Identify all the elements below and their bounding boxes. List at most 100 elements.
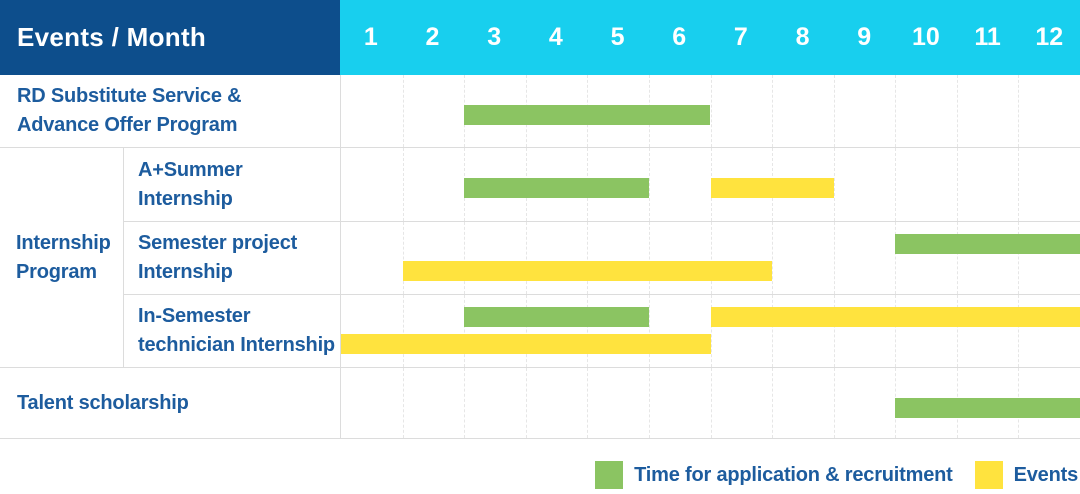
table-row: Semester project Internship (124, 222, 1080, 295)
gantt-track (340, 368, 1080, 438)
month-gridline (710, 368, 712, 438)
month-gridline (464, 295, 466, 367)
gantt-track (340, 295, 1080, 367)
gantt-track (340, 75, 1080, 147)
row-label-line: Talent scholarship (17, 391, 189, 414)
table-row: In-Semester technician Internship (124, 295, 1080, 367)
month-gridline (648, 368, 650, 438)
legend-green-label: Time for application & recruitment (634, 463, 953, 486)
month-gridline (833, 75, 835, 147)
month-gridline (833, 295, 835, 367)
gantt-bar-events (402, 261, 773, 281)
month-gridline (833, 368, 835, 438)
month-gridline (525, 222, 527, 294)
month-header-cell: 9 (857, 23, 872, 51)
month-header-cell: 7 (733, 23, 748, 51)
month-header-cell: 2 (425, 23, 440, 51)
month-gridline (648, 148, 650, 221)
row-group-internship-program: Internship Program A+Summer Internship S… (0, 148, 1080, 368)
row-label-a-plus-summer: A+Summer Internship (124, 148, 340, 221)
group-sub-rows: A+Summer Internship Semester project Int… (124, 148, 1080, 367)
month-gridline (772, 222, 774, 294)
gantt-bar-application (464, 307, 649, 327)
month-gridline (1018, 295, 1020, 367)
row-label-line: Internship (138, 187, 233, 210)
table-row: RD Substitute Service & Advance Offer Pr… (0, 75, 1080, 148)
group-label-internship-program: Internship Program (0, 148, 124, 367)
row-label-line: technician Internship (138, 334, 335, 356)
month-gridline (464, 368, 466, 438)
month-gridline (772, 368, 774, 438)
month-gridline (710, 75, 712, 147)
gantt-track (340, 222, 1080, 294)
month-header-cell: 6 (672, 23, 687, 51)
group-label-line: Program (16, 260, 97, 283)
month-gridline (464, 222, 466, 294)
month-gridline (956, 295, 958, 367)
month-gridline (956, 75, 958, 147)
gantt-bar-events (710, 307, 1080, 327)
month-gridline (710, 222, 712, 294)
month-gridline (525, 368, 527, 438)
month-gridline (833, 222, 835, 294)
row-label-talent-scholarship: Talent scholarship (0, 368, 340, 438)
gantt-bar-events (341, 334, 711, 354)
month-header-cell: 10 (911, 23, 940, 51)
row-label-semester-project: Semester project Internship (124, 222, 340, 294)
gantt-bar-application (895, 398, 1080, 418)
gantt-bar-application (464, 178, 649, 198)
row-label-line: Internship (138, 261, 233, 283)
month-gridline (402, 148, 404, 221)
month-gridline (895, 148, 897, 221)
table-row: Talent scholarship (0, 368, 1080, 439)
month-gridline (772, 75, 774, 147)
month-header-cell: 5 (610, 23, 625, 51)
month-gridline (1018, 148, 1020, 221)
month-gridline (648, 295, 650, 367)
month-gridline (587, 368, 589, 438)
month-header-row: 1 2 3 4 5 6 7 8 9 10 11 12 (340, 0, 1080, 75)
month-gridline (895, 75, 897, 147)
month-gridline (402, 222, 404, 294)
month-gridline (956, 222, 958, 294)
table-row: A+Summer Internship (124, 148, 1080, 222)
table-header: Events / Month 1 2 3 4 5 6 7 8 9 10 11 12 (0, 0, 1080, 75)
chart-legend: Time for application & recruitment Event… (595, 461, 1078, 489)
month-gridline (402, 368, 404, 438)
month-gridline (710, 295, 712, 367)
month-gridline (587, 222, 589, 294)
row-label-rd-substitute: RD Substitute Service & Advance Offer Pr… (0, 75, 340, 147)
month-gridline (1018, 222, 1020, 294)
gantt-bar-application (895, 234, 1080, 254)
month-gridline (1018, 75, 1020, 147)
month-header-cell: 4 (548, 23, 563, 51)
gantt-bar-application (464, 105, 711, 125)
month-gridline (895, 222, 897, 294)
month-gridline (895, 295, 897, 367)
month-header-cell: 8 (795, 23, 810, 51)
row-label-in-semester-technician: In-Semester technician Internship (124, 295, 340, 367)
group-label-line: Internship (16, 231, 111, 254)
month-header-cell: 3 (487, 23, 502, 51)
row-label-line: RD Substitute Service & (17, 85, 242, 107)
row-label-line: A+Summer (138, 158, 243, 181)
month-gridline (648, 222, 650, 294)
month-gridline (525, 295, 527, 367)
month-gridline (402, 75, 404, 147)
row-label-line: Semester project (138, 232, 298, 254)
gantt-bar-events (710, 178, 834, 198)
month-gridline (833, 148, 835, 221)
row-label-line: Advance Offer Program (17, 114, 238, 136)
month-gridline (956, 148, 958, 221)
month-header-cell: 1 (363, 23, 378, 51)
gantt-track (340, 148, 1080, 221)
header-title: Events / Month (17, 22, 207, 52)
legend-green-swatch (595, 461, 624, 489)
legend-yellow-swatch (974, 461, 1003, 489)
month-header-cell: 12 (1035, 23, 1064, 51)
month-header-cell: 11 (974, 23, 1001, 51)
month-gridline (587, 295, 589, 367)
header-events-month-cell: Events / Month (0, 0, 340, 75)
legend-yellow-label: Events (1013, 463, 1079, 486)
